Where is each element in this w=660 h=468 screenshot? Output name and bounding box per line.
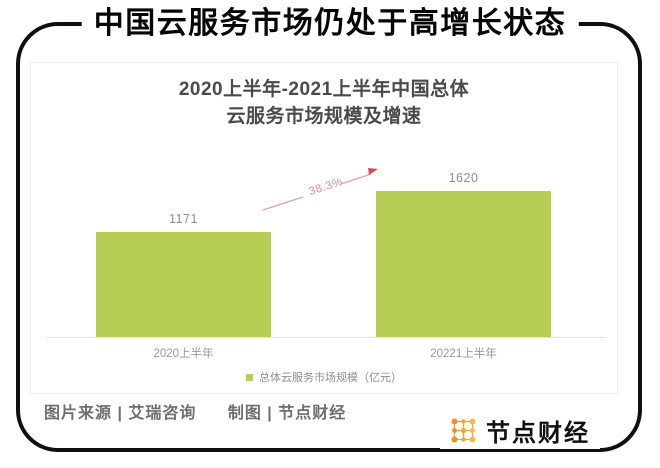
- brand-logo: 节点财经: [440, 411, 600, 449]
- legend-label: 总体云服务市场规模（亿元）: [259, 372, 402, 384]
- source-credit-line: 图片来源 | 艾瑞咨询 制图 | 节点财经: [44, 399, 353, 423]
- growth-rate-label: 38.3%: [307, 175, 345, 199]
- chart-title-line-1: 2020上半年-2021上半年中国总体: [178, 79, 470, 100]
- bar-2021: [376, 191, 551, 337]
- node-grid-logo-icon: [451, 418, 476, 442]
- x-axis-label-2020: 2020上半年: [153, 348, 214, 360]
- image-source-text: 图片来源 | 艾瑞咨询: [44, 405, 197, 422]
- legend-swatch-icon: [246, 373, 253, 381]
- chart-title-line-2: 云服务市场规模及增速: [226, 106, 422, 127]
- bar-value-label: 1171: [169, 212, 198, 226]
- x-axis-line: [46, 337, 606, 338]
- page-title: 中国云服务市场仍处于高增长状态: [81, 4, 579, 44]
- x-axis-label-2021: 20221上半年: [430, 348, 497, 360]
- chart-maker-text: 制图 | 节点财经: [227, 405, 347, 422]
- bar-2020: [96, 232, 271, 337]
- brand-name: 节点财经: [486, 419, 590, 447]
- bar-value-label: 1620: [448, 171, 479, 185]
- chart-legend: 总体云服务市场规模（亿元）: [31, 369, 617, 385]
- bar-group-2020: 1171: [96, 63, 271, 337]
- chart-card: 2020上半年-2021上半年中国总体 云服务市场规模及增速 38.3% 117…: [30, 62, 618, 394]
- bar-group-2021: 1620: [376, 63, 551, 337]
- chart-title: 2020上半年-2021上半年中国总体 云服务市场规模及增速: [31, 76, 617, 130]
